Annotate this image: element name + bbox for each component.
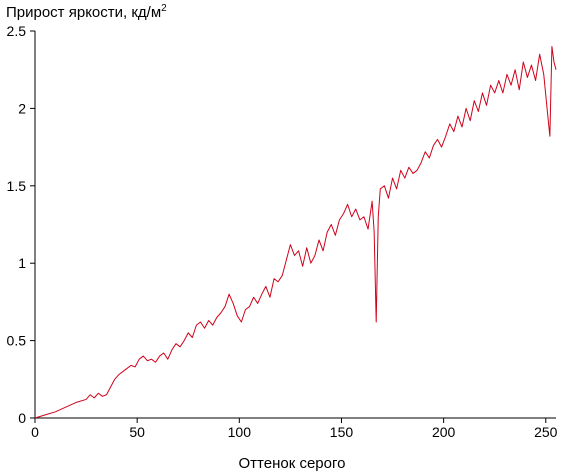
- x-tick-label: 200: [432, 424, 456, 440]
- x-tick-label: 150: [330, 424, 354, 440]
- chart-title: Прирост яркости, кд/м2: [6, 3, 167, 21]
- x-axis-title: Оттенок серого: [239, 455, 346, 471]
- x-tick-label: 0: [31, 424, 39, 440]
- y-tick-label: 1: [18, 255, 26, 271]
- y-tick-label: 1.5: [7, 178, 27, 194]
- y-tick-label: 0: [18, 410, 26, 426]
- x-tick-label: 250: [534, 424, 558, 440]
- series-line: [34, 45, 557, 419]
- x-tick-label: 100: [228, 424, 252, 440]
- y-tick-label: 2: [18, 100, 26, 116]
- plot-area: 0 50 100 150 200 250 0 0.5 1 1.5 2 2.5: [7, 23, 558, 440]
- y-tick-label: 2.5: [7, 23, 27, 39]
- x-tick-label: 50: [129, 424, 145, 440]
- y-tick-label: 0.5: [7, 333, 27, 349]
